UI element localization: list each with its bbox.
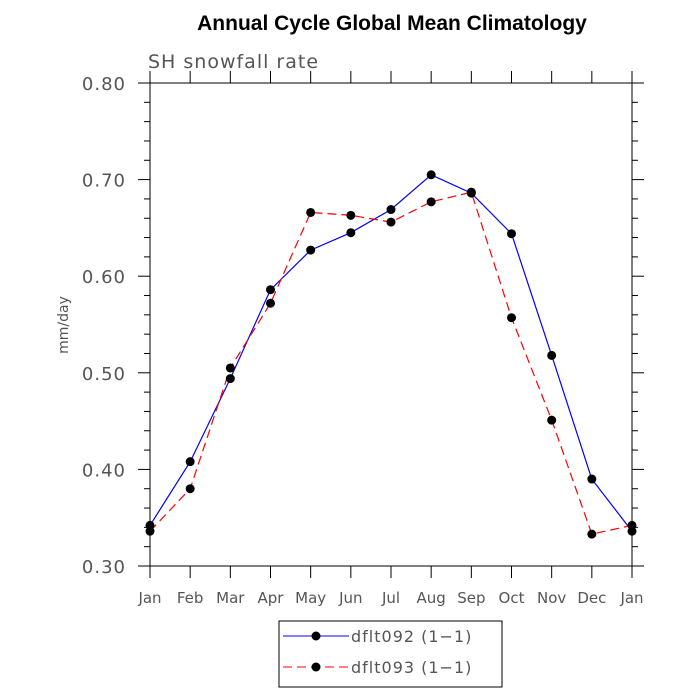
legend-box	[278, 620, 503, 688]
x-tick-label: Mar	[216, 589, 245, 607]
series-2-point	[426, 197, 436, 207]
legend-swatch-2-marker	[311, 662, 321, 672]
series-1-point	[185, 457, 195, 467]
series-2-point	[386, 217, 396, 227]
series-1-point	[547, 350, 557, 360]
series-layer	[145, 170, 637, 539]
series-line-2	[149, 191, 633, 535]
series-1-point	[266, 285, 275, 295]
legend-swatch-1-marker	[311, 631, 321, 641]
x-tick-label: Jan	[137, 589, 161, 607]
series-1-point	[587, 474, 597, 484]
x-tick-label: Aug	[417, 589, 446, 607]
x-tick-label: Sep	[457, 589, 485, 607]
series-2-point	[346, 210, 356, 220]
series-2-point	[627, 520, 637, 530]
series-2-point	[266, 298, 275, 308]
x-tick-label: Dec	[577, 589, 606, 607]
legend-label-1: dflt092 (1−1)	[351, 627, 472, 646]
x-tick-label: Jun	[338, 589, 362, 607]
series-line-1	[149, 174, 633, 532]
series-2-point	[306, 207, 316, 217]
series-1-point	[306, 245, 316, 255]
x-tick-label: May	[295, 589, 326, 607]
x-tick-label: Nov	[537, 589, 566, 607]
series-1-point	[426, 170, 436, 180]
legend: dflt092 (1−1) dflt093 (1−1)	[278, 620, 503, 688]
series-1-point	[386, 205, 396, 215]
x-tick-label: Jan	[619, 589, 643, 607]
y-tick-label: 0.30	[82, 557, 126, 578]
x-tick-label: Feb	[177, 589, 204, 607]
y-tick-label: 0.50	[82, 364, 126, 385]
chart-subtitle: SH snowfall rate	[148, 51, 319, 73]
series-2-point	[225, 363, 235, 373]
series-2-point	[547, 415, 557, 425]
series-1-point	[507, 229, 516, 239]
series-1-point	[346, 228, 356, 238]
y-axis-label: mm/day	[56, 296, 72, 354]
series-2-point	[185, 484, 195, 494]
series-1-point	[225, 374, 235, 384]
x-tick-label: Jul	[381, 589, 400, 607]
series-2-point	[507, 313, 516, 323]
series-2-point	[587, 529, 597, 539]
series-2-point	[466, 187, 476, 197]
legend-label-2: dflt093 (1−1)	[351, 658, 472, 677]
y-tick-label: 0.70	[82, 171, 126, 192]
x-tick-label: Oct	[499, 589, 525, 607]
series-2-point	[145, 526, 155, 536]
chart-title: Annual Cycle Global Mean Climatology	[197, 12, 587, 35]
y-tick-label: 0.40	[82, 460, 126, 481]
y-tick-label: 0.80	[82, 74, 126, 95]
y-tick-label: 0.60	[82, 267, 126, 288]
plot-frame	[149, 82, 633, 567]
axes-layer: 0.30 0.40 0.50 0.60 0.70 0.80 Jan Feb Mar Apr May J…	[82, 71, 644, 607]
x-tick-label: Apr	[258, 589, 285, 607]
